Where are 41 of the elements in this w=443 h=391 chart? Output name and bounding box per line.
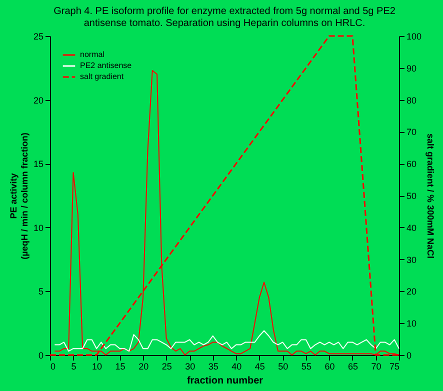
- legend-label: PE2 antisense: [80, 61, 132, 70]
- x-tick-label: 30: [185, 362, 196, 372]
- y2-tick-label: 50: [406, 191, 417, 201]
- legend-label: salt gradient: [80, 72, 124, 81]
- x-tick-label: 5: [71, 362, 76, 372]
- y2-tick-label: 80: [406, 95, 417, 106]
- y2-tick-label: 70: [406, 127, 417, 138]
- y2-tick-label: 0: [406, 350, 412, 360]
- y-tick-label: 15: [33, 159, 44, 170]
- x-tick-label: 45: [254, 362, 265, 372]
- y2-tick-label: 10: [406, 318, 417, 329]
- y-tick-label: 10: [33, 222, 44, 233]
- x-tick-label: 35: [208, 362, 218, 372]
- y2-tick-label: 30: [406, 254, 417, 265]
- x-tick-label: 70: [371, 362, 382, 372]
- y2-tick-label: 100: [406, 32, 422, 42]
- x-tick-label: 40: [232, 362, 242, 372]
- x-tick-label: 75: [389, 362, 400, 372]
- line-series: [54, 330, 400, 352]
- y-tick-label: 5: [38, 286, 44, 297]
- chart-title: Graph 4. PE isoform profile for enzyme extracted from 5g normal and 5g PE2 antisense tomato. Separation using Heparin columns on HRLC.: [54, 6, 396, 29]
- x-tick-label: 15: [115, 362, 126, 372]
- x-tick-label: 25: [162, 362, 172, 372]
- x-tick-label: 55: [301, 362, 312, 372]
- y2-tick-label: 40: [406, 222, 417, 233]
- y2-tick-label: 90: [406, 63, 417, 74]
- x-tick-label: 50: [278, 362, 288, 372]
- y2-axis-title: salt gradient / % 300mM NaCl: [426, 133, 436, 259]
- legend-label: normal: [80, 50, 105, 59]
- y-tick-label: 25: [33, 32, 44, 42]
- x-tick-label: 20: [138, 362, 149, 372]
- y2-tick-label: 60: [406, 159, 417, 170]
- y-tick-label: 20: [33, 95, 44, 106]
- x-tick-label: 10: [92, 362, 102, 372]
- y2-tick-label: 20: [406, 286, 417, 297]
- x-tick-label: 60: [324, 362, 335, 372]
- x-axis-title: fraction number: [186, 376, 264, 386]
- x-tick-label: 0: [50, 362, 56, 372]
- y-axis-title: PE activity (µeqH / min / column fraction): [8, 132, 30, 260]
- x-tick-label: 65: [348, 362, 358, 372]
- y-tick-label: 0: [38, 350, 44, 360]
